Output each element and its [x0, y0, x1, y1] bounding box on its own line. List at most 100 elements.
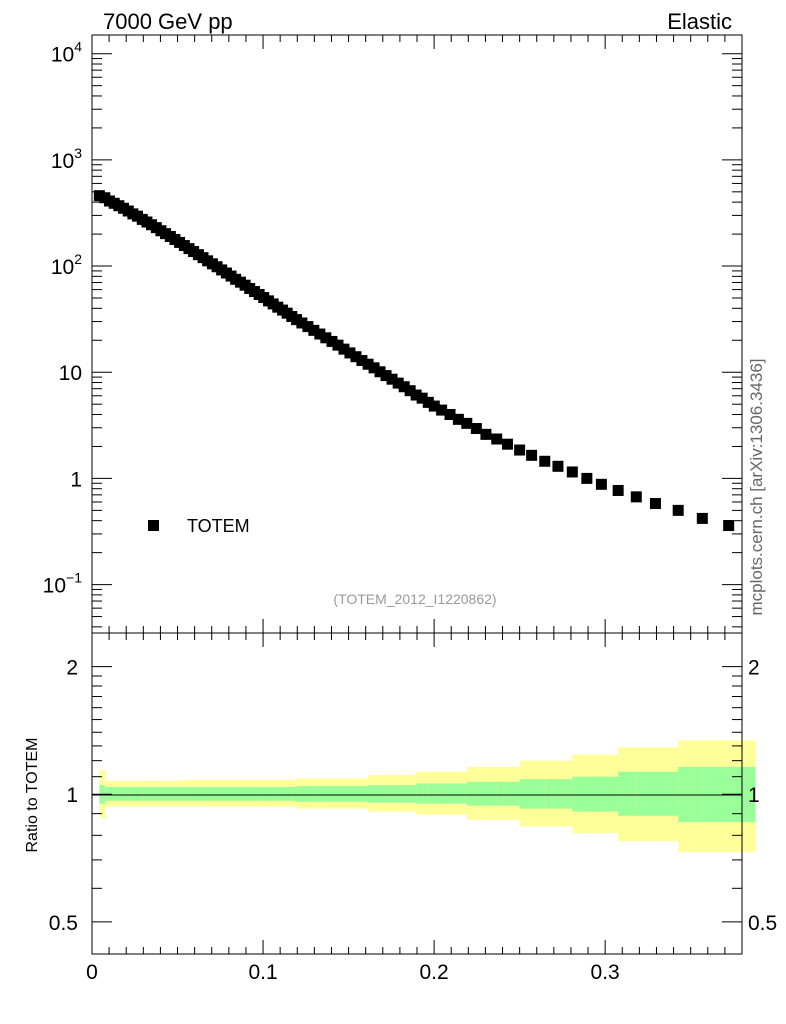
data-point [416, 392, 428, 404]
ratio-inner-band-bin [193, 787, 199, 801]
ratio-inner-band-bin [198, 787, 204, 801]
data-point [380, 370, 392, 382]
ratio-inner-band-bin [572, 776, 588, 812]
ratio-inner-band-bin [368, 785, 375, 803]
legend: TOTEM [148, 516, 250, 536]
data-point [386, 373, 398, 385]
x-tick-label: 0 [86, 961, 98, 984]
data-point [539, 455, 551, 467]
ratio-inner-band-bin [212, 787, 218, 801]
ratio-inner-band-bin [416, 783, 423, 804]
main-plot-frame [91, 34, 743, 634]
data-point [630, 491, 642, 503]
ratio-inner-band-bin [678, 766, 703, 823]
ratio-inner-band-bin [118, 787, 124, 801]
ratio-inner-band-bin [319, 786, 327, 802]
ratio-inner-band-bin [349, 786, 357, 802]
ratio-inner-band-bin [544, 779, 559, 809]
data-point [356, 354, 368, 366]
ratio-inner-band-bin [226, 787, 232, 801]
ratio-inner-band-bin [434, 783, 443, 804]
data-point [452, 413, 464, 425]
ratio-inner-band-bin [123, 787, 129, 801]
ratio-inner-band-bin [109, 787, 115, 801]
data-point [392, 377, 404, 389]
data-point [308, 324, 320, 336]
ratio-inner-band-bin [221, 787, 227, 801]
data-point [314, 328, 326, 340]
data-point [338, 343, 350, 355]
ratio-inner-band-bin [287, 787, 293, 801]
ratio-tick-label-right: 1 [748, 784, 760, 807]
ratio-inner-band-bin [235, 787, 241, 801]
data-point [428, 400, 440, 412]
ratio-inner-band-bin [165, 787, 171, 801]
ratio-inner-band-bin [114, 787, 120, 801]
ratio-inner-band-bin [231, 787, 237, 801]
ratio-inner-band-bin [207, 787, 213, 801]
ratio-inner-band-bin [268, 787, 274, 801]
side-source-label: mcplots.cern.ch [arXiv:1306.3436] [747, 358, 766, 615]
header-right: Elastic [667, 9, 732, 34]
ratio-plot-panel: 0.5 0.5 1 1 2 2 [49, 632, 777, 955]
data-point [362, 358, 374, 370]
data-point [470, 423, 482, 435]
data-point [398, 381, 410, 393]
data-point [350, 351, 362, 363]
ratio-inner-band-bin [259, 787, 265, 801]
ratio-tick-label-left: 0.5 [49, 912, 78, 935]
main-y-tick-labels: 10−1 1 10 102 103 104 [43, 39, 83, 598]
ratio-inner-band-bin [392, 785, 399, 803]
data-points [93, 190, 735, 532]
data-point [302, 321, 314, 333]
x-tick-label: 0.1 [248, 961, 277, 984]
ratio-inner-band-bin [296, 786, 303, 802]
ratio-inner-band-bin [170, 787, 176, 801]
ratio-inner-band-bin [337, 786, 345, 802]
data-point [344, 347, 356, 359]
data-point [326, 335, 338, 347]
data-point [332, 339, 344, 351]
data-point [612, 484, 624, 496]
ratio-inner-band-bin [361, 786, 369, 802]
ratio-inner-band-bin [428, 783, 435, 804]
ratio-inner-band-bin [146, 787, 153, 801]
y-tick-label: 10 [59, 362, 82, 385]
ratio-inner-band-bin [557, 779, 573, 809]
data-point [368, 362, 380, 374]
ratio-inner-band-bin [249, 787, 255, 801]
main-plot-panel: 10−1 1 10 102 103 104 [43, 34, 743, 634]
ratio-inner-band-bin [132, 787, 138, 801]
ratio-plot-frame [91, 632, 743, 955]
ratio-inner-band-bin [142, 787, 148, 801]
ratio-inner-band-bin [217, 787, 223, 801]
data-point [552, 460, 564, 472]
ratio-inner-band-bin [355, 786, 363, 802]
data-point [296, 317, 308, 329]
data-point [410, 389, 422, 401]
ratio-inner-band-bin [655, 771, 679, 816]
y-tick-label: 103 [51, 145, 82, 173]
data-point [461, 417, 473, 429]
ratio-inner-band-bin [188, 787, 195, 801]
ratio-inner-band-bin [151, 787, 157, 801]
ratio-inner-band-bin [263, 787, 270, 801]
data-point [491, 433, 503, 445]
data-point [501, 438, 513, 450]
ratio-inner-band-bin [398, 785, 405, 803]
ratio-inner-band-bin [240, 787, 246, 801]
ratio-tick-label-right: 0.5 [748, 912, 777, 935]
ratio-inner-band-bin [601, 776, 619, 812]
ratio-inner-band-bin [450, 783, 459, 804]
ratio-y-axis-label: Ratio to TOTEM [24, 738, 41, 853]
data-point [696, 512, 708, 524]
legend-label: TOTEM [187, 516, 250, 536]
ratio-inner-band-bin [301, 786, 309, 802]
ratio-inner-band-bin [404, 785, 411, 803]
data-point [581, 472, 593, 484]
ratio-inner-band-bin [179, 787, 185, 801]
ratio-inner-band-bin [291, 787, 298, 801]
ratio-inner-band-bin [128, 787, 134, 801]
data-point [422, 396, 434, 408]
